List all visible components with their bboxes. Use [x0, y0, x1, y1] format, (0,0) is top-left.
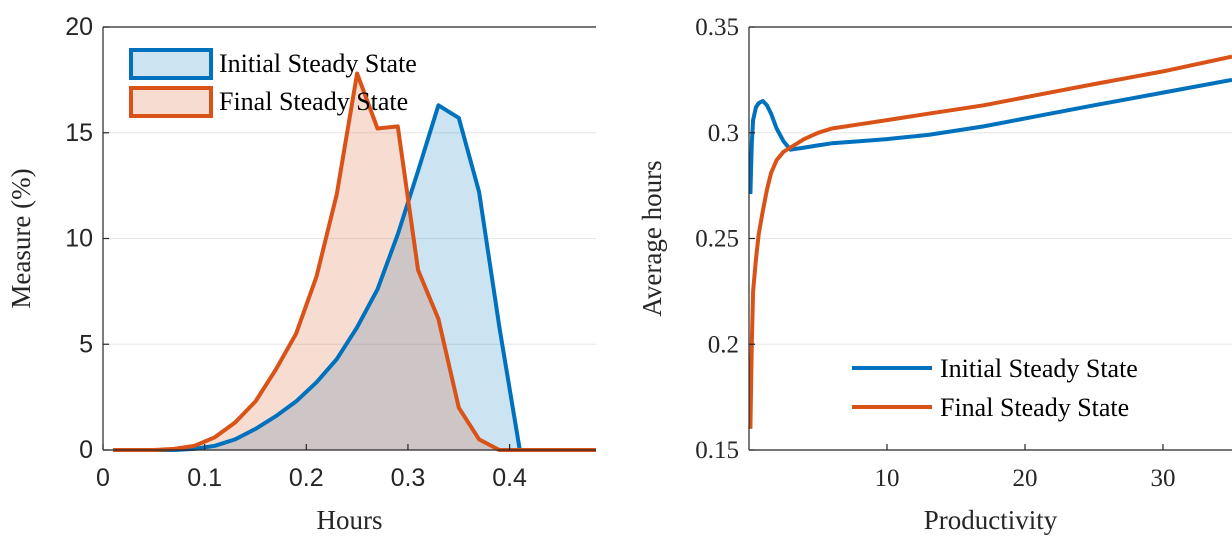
- y-tick-label: 0.3: [708, 120, 739, 147]
- x-tick-label: 0: [96, 464, 110, 492]
- y-tick-label: 0.25: [695, 226, 739, 253]
- line-series: [748, 54, 1232, 429]
- x-tick-labels: 0 0.1 0.2 0.3 0.4: [96, 464, 527, 492]
- y-tick-label: 0: [79, 436, 93, 464]
- area-fill-initial-steady-state: [113, 105, 596, 451]
- y-tick-labels: 0.15 0.2 0.25 0.3 0.35: [695, 14, 739, 464]
- x-tick-label: 20: [1013, 465, 1038, 492]
- y-tick-label: 20: [65, 13, 93, 41]
- legend-label-initial-steady-state: Initial Steady State: [219, 49, 417, 78]
- panel-hours-distribution: 0 0.1 0.2 0.3 0.4 0 5 10 15 20 Hours Measure (%)…: [6, 13, 596, 535]
- axes-box: [102, 26, 596, 451]
- series-line-initial-steady-state: [748, 77, 1232, 195]
- x-tick-label: 10: [875, 465, 900, 492]
- y-tick-label: 0.15: [695, 437, 739, 464]
- x-tick-label: 30: [1151, 465, 1176, 492]
- y-tick-label: 0.35: [695, 14, 739, 41]
- legend-swatch-final-steady-state: [129, 86, 213, 118]
- y-tick-label: 15: [65, 119, 93, 147]
- area-series: [113, 73, 596, 451]
- legend-label-final-steady-state: Final Steady State: [940, 393, 1129, 422]
- x-tick-label: 0.4: [492, 464, 527, 492]
- legend-swatch-initial-steady-state: [129, 48, 213, 80]
- x-tick-label: 0.2: [289, 464, 324, 492]
- y-tick-label: 10: [65, 225, 93, 253]
- x-axis-label: Productivity: [924, 505, 1058, 535]
- y-gridlines: [103, 132, 596, 345]
- axes-box: [748, 26, 1232, 451]
- x-tick-label: 0.1: [187, 464, 222, 492]
- x-axis-label: Hours: [317, 505, 383, 535]
- series-line-final-steady-state: [748, 54, 1232, 429]
- legend: Initial Steady State Final Steady State: [129, 48, 417, 118]
- legend-label-final-steady-state: Final Steady State: [219, 87, 408, 116]
- area-fill-final-steady-state: [113, 73, 596, 450]
- y-axis-label: Average hours: [637, 160, 667, 316]
- y-tick-label: 5: [79, 330, 93, 358]
- y-gridlines: [749, 132, 1232, 345]
- y-axis-label: Measure (%): [6, 168, 36, 308]
- panel-average-hours: 10 20 30 0.15 0.2 0.25 0.3 0.35 Productivity A…: [637, 14, 1232, 535]
- y-tick-label: 0.2: [708, 331, 739, 358]
- legend-label-initial-steady-state: Initial Steady State: [940, 354, 1138, 383]
- y-tick-labels: 0 5 10 15 20: [65, 13, 93, 464]
- x-tick-label: 0.3: [391, 464, 426, 492]
- x-tick-labels: 10 20 30: [875, 465, 1176, 492]
- legend: Initial Steady State Final Steady State: [852, 354, 1138, 422]
